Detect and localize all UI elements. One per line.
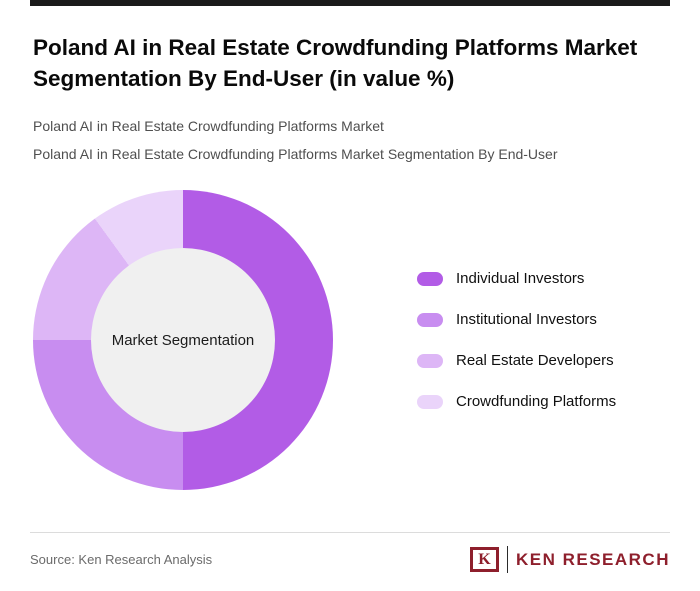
legend-item: Real Estate Developers <box>417 352 616 369</box>
donut-center-label: Market Segmentation <box>111 331 255 349</box>
logo-divider <box>506 546 508 573</box>
donut-hole: Market Segmentation <box>91 248 275 433</box>
legend-label: Individual Investors <box>456 270 585 288</box>
legend-swatch <box>417 312 443 327</box>
legend-item: Institutional Investors <box>417 311 616 328</box>
chart-area: Market Segmentation Individual Investors… <box>33 190 667 491</box>
legend-swatch <box>417 271 443 286</box>
legend-item: Individual Investors <box>417 270 616 287</box>
top-accent-bar <box>30 0 670 6</box>
source-text: Source: Ken Research Analysis <box>30 552 213 567</box>
legend-label: Real Estate Developers <box>456 352 614 370</box>
legend-label: Institutional Investors <box>456 311 597 329</box>
legend-swatch <box>417 394 443 409</box>
legend-item: Crowdfunding Platforms <box>417 393 616 410</box>
footer: Source: Ken Research Analysis K KEN RESE… <box>30 532 670 573</box>
ken-research-logo: K KEN RESEARCH <box>469 546 670 573</box>
donut-chart: Market Segmentation <box>33 190 333 491</box>
subtitle-block: Poland AI in Real Estate Crowdfunding Pl… <box>33 112 667 168</box>
legend-label: Crowdfunding Platforms <box>456 393 617 411</box>
page-title: Poland AI in Real Estate Crowdfunding Pl… <box>33 35 638 92</box>
subtitle-line-1: Poland AI in Real Estate Crowdfunding Pl… <box>33 118 384 135</box>
ken-research-logo-mark: K <box>469 547 499 572</box>
infographic-content: Poland AI in Real Estate Crowdfunding Pl… <box>0 32 700 491</box>
legend-swatch <box>417 353 443 368</box>
subtitle-line-2: Poland AI in Real Estate Crowdfunding Pl… <box>33 146 558 163</box>
ken-research-logo-text: KEN RESEARCH <box>515 549 670 569</box>
chart-legend: Individual Investors Institutional Inves… <box>417 270 616 410</box>
